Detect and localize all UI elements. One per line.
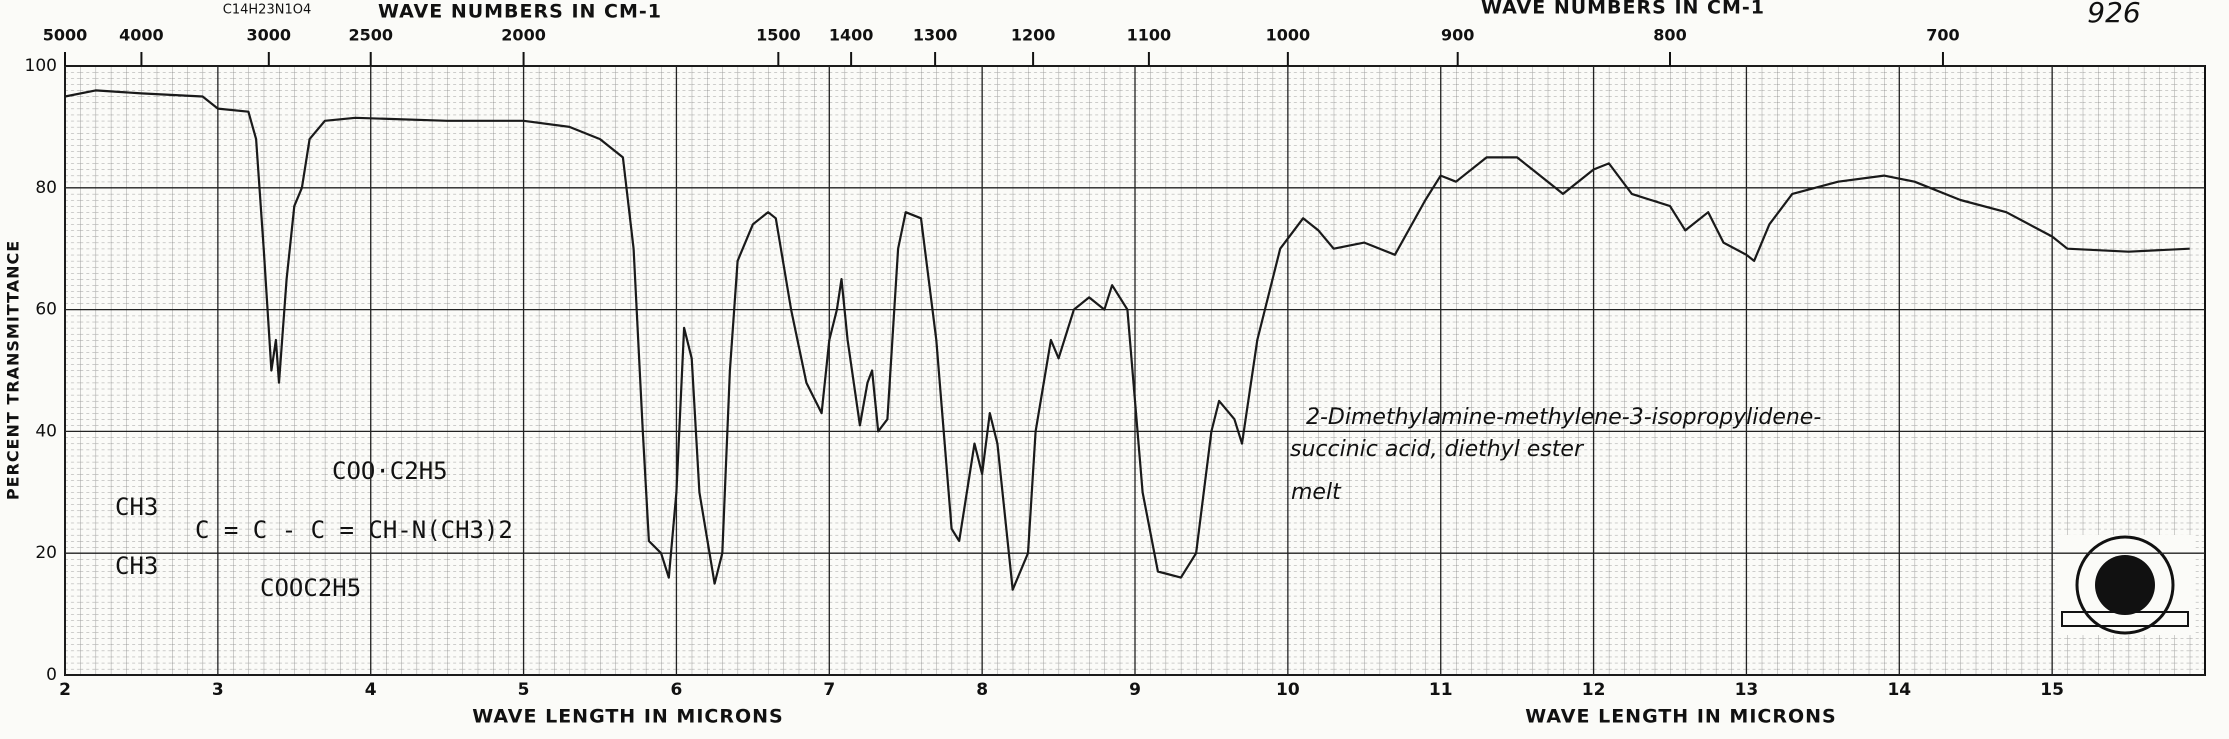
x-tick-label: 4 [365, 680, 377, 700]
structure-text: CH3 [115, 493, 158, 521]
x-tick-label: 2 [59, 680, 71, 700]
logo-core [2095, 555, 2155, 615]
x2-tick-label: 1500 [756, 26, 801, 45]
x-axis-title: WAVE LENGTH IN MICRONS [1525, 706, 1836, 728]
structure-text: CH3 [115, 552, 158, 580]
x2-tick-label: 3000 [247, 26, 292, 45]
x2-tick-label: 700 [1926, 26, 1959, 45]
catalog-number: 926 [2087, 0, 2140, 29]
x-tick-label: 15 [2040, 680, 2064, 700]
logo [2055, 535, 2195, 635]
x2-tick-label: 1200 [1011, 26, 1056, 45]
x2-tick-label: 2000 [501, 26, 546, 45]
y-tick-label: 60 [35, 300, 57, 320]
x-tick-label: 5 [518, 680, 530, 700]
x2-axis-title: WAVE NUMBERS IN CM-1 [378, 1, 662, 23]
x-tick-label: 6 [671, 680, 683, 700]
x2-tick-label: 4000 [119, 26, 164, 45]
y-tick-label: 0 [46, 665, 57, 685]
x2-tick-label: 900 [1441, 26, 1474, 45]
logo-ring [2075, 535, 2175, 635]
structure-text: C = C - C = CH-N(CH3)2 [195, 516, 513, 544]
formula-label: C14H23N1O4 [223, 3, 311, 18]
x-axis-title: WAVE LENGTH IN MICRONS [472, 706, 783, 728]
annotation: melt [1291, 480, 1342, 505]
annotation: 2-Dimethylamine-methylene-3-isopropylide… [1306, 405, 1821, 430]
x2-tick-label: 1400 [829, 26, 874, 45]
x-tick-label: 13 [1735, 680, 1759, 700]
x-tick-label: 11 [1429, 680, 1453, 700]
x2-tick-label: 1300 [913, 26, 958, 45]
x-tick-label: 8 [976, 680, 988, 700]
x-tick-label: 9 [1129, 680, 1141, 700]
structure-text: COOC2H5 [260, 574, 361, 602]
x-tick-label: 14 [1887, 680, 1911, 700]
structure-text: COO·C2H5 [332, 457, 448, 485]
x2-tick-label: 800 [1653, 26, 1686, 45]
x2-tick-label: 1000 [1266, 26, 1311, 45]
x-tick-label: 7 [823, 680, 835, 700]
x2-tick-label: 5000 [43, 26, 88, 45]
x-tick-label: 12 [1582, 680, 1606, 700]
y-tick-label: 20 [35, 543, 57, 563]
annotation: succinic acid, diethyl ester [1290, 437, 1585, 462]
x2-tick-label: 2500 [348, 26, 393, 45]
logo-band [2061, 611, 2189, 627]
y-axis-title: PERCENT TRANSMITTANCE [4, 240, 23, 500]
x-tick-label: 10 [1276, 680, 1300, 700]
x2-axis-title: WAVE NUMBERS IN CM-1 [1481, 0, 1765, 19]
y-tick-label: 40 [35, 421, 57, 441]
x2-tick-label: 1100 [1127, 26, 1172, 45]
y-tick-label: 80 [35, 178, 57, 198]
y-tick-label: 100 [25, 56, 57, 76]
x-tick-label: 3 [212, 680, 224, 700]
spectrum-line [64, 89, 2190, 591]
